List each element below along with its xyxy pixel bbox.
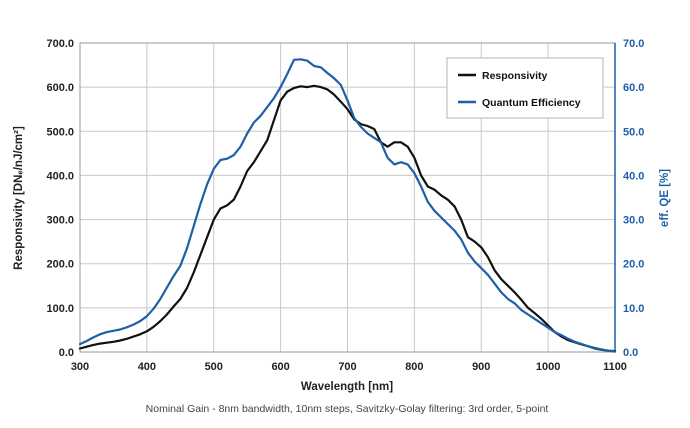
x-tick-label: 400 [138,361,156,373]
series-layer [78,58,617,353]
x-tick-label: 1100 [603,361,627,373]
left-axis-title: Responsivity [DNₑ/nJ/cm²] [13,126,25,270]
left-tick-label: 600.0 [46,82,74,94]
left-tick-label: 100.0 [46,303,74,315]
right-tick-labels: 0.0 10.0 20.0 30.0 40.0 50.0 60.0 70.0 [623,38,644,359]
right-axis-title: eff. QE [%] [659,169,671,227]
quantum-efficiency-line [78,58,617,353]
right-tick-label: 0.0 [623,347,638,359]
legend-label-qe: Quantum Efficiency [482,97,581,109]
x-tick-label: 500 [205,361,223,373]
legend-label-responsivity: Responsivity [482,70,548,82]
x-tick-label: 300 [71,361,89,373]
right-tick-label: 50.0 [623,126,644,138]
right-tick-label: 20.0 [623,259,644,271]
left-tick-label: 0.0 [59,347,74,359]
right-tick-label: 10.0 [623,303,644,315]
x-axis-title: Wavelength [nm] [301,381,393,393]
left-tick-label: 400.0 [46,170,74,182]
responsivity-line [78,84,617,353]
right-tick-label: 40.0 [623,170,644,182]
legend: Responsivity Quantum Efficiency [446,57,604,119]
left-tick-label: 200.0 [46,259,74,271]
left-tick-label: 700.0 [46,38,74,50]
x-tick-label: 700 [338,361,356,373]
x-tick-labels: 300 400 500 600 700 800 900 1000 1100 [71,361,627,373]
left-tick-labels: 0.0 100.0 200.0 300.0 400.0 500.0 600.0 700.0 [46,38,74,359]
left-tick-label: 500.0 [46,126,74,138]
legend-box [446,57,604,119]
right-tick-label: 70.0 [623,38,644,50]
right-tick-label: 30.0 [623,215,644,227]
right-tick-label: 60.0 [623,82,644,94]
chart-caption: Nominal Gain - 8nm bandwidth, 10nm steps… [146,403,549,415]
x-tick-label: 800 [405,361,423,373]
x-tick-label: 900 [472,361,490,373]
x-tick-label: 1000 [536,361,560,373]
x-tick-label: 600 [271,361,289,373]
left-tick-label: 300.0 [46,215,74,227]
